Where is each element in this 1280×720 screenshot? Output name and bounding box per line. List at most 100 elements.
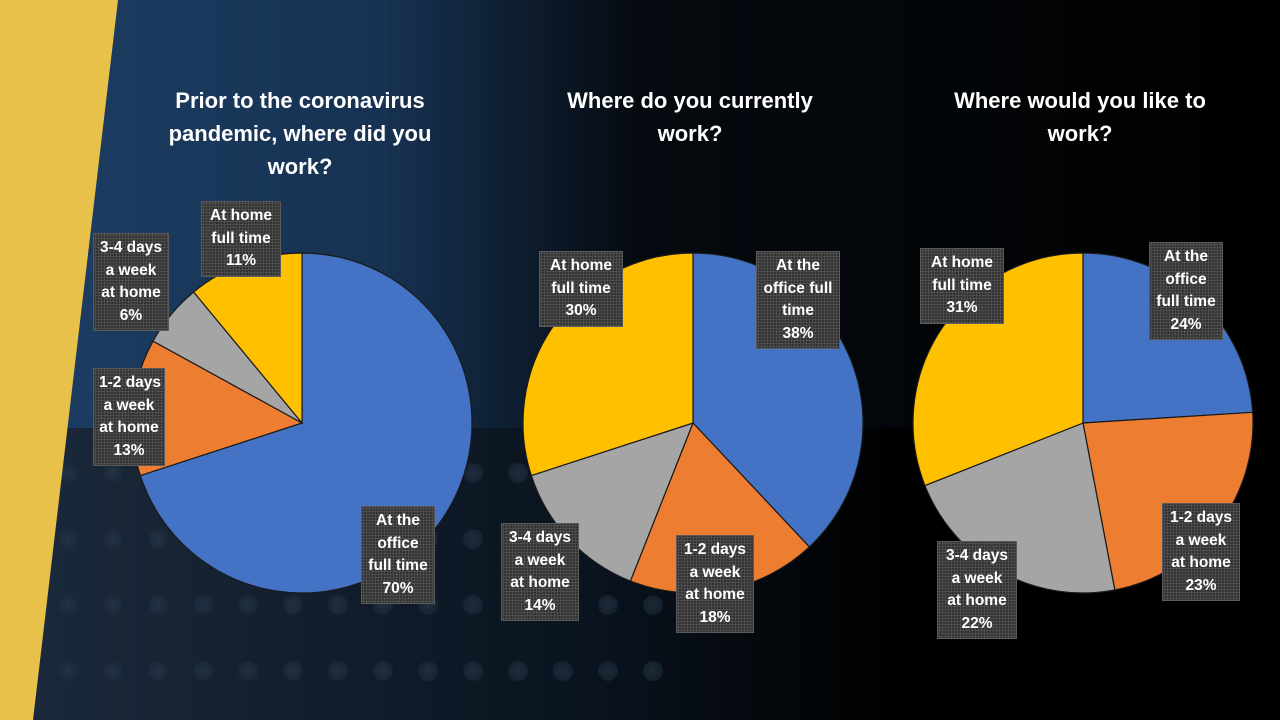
data-label-text: at home (101, 284, 161, 301)
background-dot (598, 595, 618, 615)
data-label-home-full-time: At home full time 30% (539, 251, 623, 327)
data-label-text: full time (932, 276, 992, 294)
chart-title-prior: Prior to the coronavirus pandemic, where… (168, 88, 432, 179)
background-dot (58, 661, 78, 681)
background-dot (643, 595, 663, 615)
data-label-value: 70% (382, 579, 414, 597)
data-label-value: 14% (524, 596, 556, 614)
data-label-text: At home (931, 254, 993, 271)
background-dot (328, 595, 348, 615)
data-label-1-2-days: 1-2 days a week at home 13% (93, 368, 165, 466)
background-dot (463, 661, 483, 681)
background-dot (58, 463, 78, 483)
background-dot (373, 661, 393, 681)
data-label-text: 3-4 days (945, 547, 1009, 564)
data-label-home-full-time: At home full time 11% (201, 201, 281, 277)
background-dot (103, 661, 123, 681)
background-dot (193, 661, 213, 681)
background-dot (148, 661, 168, 681)
data-label-text: 3-4 days (508, 529, 572, 546)
data-label-text: a week (689, 563, 741, 581)
data-label-text: a week (105, 261, 157, 279)
background-dot (643, 661, 663, 681)
data-label-text: office (377, 534, 419, 552)
data-label-text: a week (1175, 531, 1227, 549)
data-label-text: 1-2 days (1169, 509, 1233, 526)
background-dot (508, 463, 528, 483)
background-dot (463, 595, 483, 615)
data-label-text: a week (514, 551, 566, 569)
data-label-text: At the (776, 257, 820, 274)
background-dot (418, 595, 438, 615)
data-label-text: full time (368, 557, 428, 574)
data-label-text: at home (685, 586, 745, 603)
data-label-text: at home (510, 574, 570, 591)
background-dot (463, 463, 483, 483)
chart-title-preferred: Where would you like to work? (954, 88, 1206, 146)
pie-slice-office-full-time (139, 252, 473, 594)
data-label-text: 1-2 days (683, 541, 747, 558)
background-dot (58, 529, 78, 549)
pie-chart-1 (131, 252, 473, 594)
data-label-text: at home (1171, 554, 1231, 571)
data-label-text: time (782, 302, 814, 319)
data-label-text: full time (211, 229, 271, 247)
background-dot (373, 595, 393, 615)
data-label-value: 18% (699, 608, 731, 626)
data-label-1-2-days: 1-2 days a week at home 23% (1162, 503, 1240, 601)
accent-stripe (0, 0, 118, 720)
data-label-value: 31% (946, 299, 978, 316)
data-label-text: 1-2 days (99, 374, 162, 391)
background-dot (103, 529, 123, 549)
data-label-text: At the (1164, 248, 1208, 265)
background-dot (193, 595, 213, 615)
data-label-text: At the (376, 512, 420, 529)
data-label-3-4-days: 3-4 days a week at home 22% (937, 541, 1017, 639)
data-label-3-4-days: 3-4 days a week at home 6% (93, 233, 169, 331)
data-label-office-full-time: At the office full time 70% (361, 506, 435, 604)
data-label-text: a week (951, 569, 1003, 587)
background-dot (238, 595, 258, 615)
data-label-1-2-days: 1-2 days a week at home 18% (676, 535, 754, 633)
data-label-value: 24% (1170, 315, 1202, 333)
background-dot (283, 661, 303, 681)
background-dot (463, 529, 483, 549)
data-label-value: 30% (565, 302, 597, 319)
data-label-value: 22% (961, 614, 993, 632)
data-label-text: at home (947, 592, 1007, 609)
data-label-text: At home (210, 207, 272, 224)
background-dot (598, 661, 618, 681)
data-label-text: a week (103, 396, 155, 414)
data-label-text: full time (1156, 293, 1216, 310)
background-dot (148, 595, 168, 615)
data-label-text: office (1165, 270, 1207, 288)
data-label-text: full time (551, 279, 611, 297)
data-label-value: 6% (119, 306, 143, 324)
data-label-3-4-days: 3-4 days a week at home 14% (501, 523, 579, 621)
chart-title-current: Where do you currently work? (567, 88, 813, 146)
data-label-text: 3-4 days (99, 239, 163, 256)
data-label-text: at home (99, 419, 159, 436)
data-label-office-full-time: At the office full time 38% (756, 251, 840, 349)
background-dot (508, 661, 528, 681)
background-dot (328, 661, 348, 681)
data-label-value: 38% (782, 324, 814, 342)
background-dot (103, 463, 123, 483)
data-label-value: 11% (225, 252, 257, 269)
data-label-text: office full (763, 279, 833, 297)
data-label-home-full-time: At home full time 31% (920, 248, 1004, 324)
data-label-value: 23% (1185, 576, 1217, 594)
background-dot (553, 661, 573, 681)
background-dot (148, 529, 168, 549)
background-dot (103, 595, 123, 615)
data-label-office-full-time: At the office full time 24% (1149, 242, 1223, 340)
data-label-value: 13% (113, 441, 145, 459)
background-dot (58, 595, 78, 615)
background-dot (283, 595, 303, 615)
background-dot (418, 661, 438, 681)
background-dot (238, 661, 258, 681)
data-label-text: At home (550, 257, 612, 274)
pie-slice-home-full-time (522, 252, 694, 477)
